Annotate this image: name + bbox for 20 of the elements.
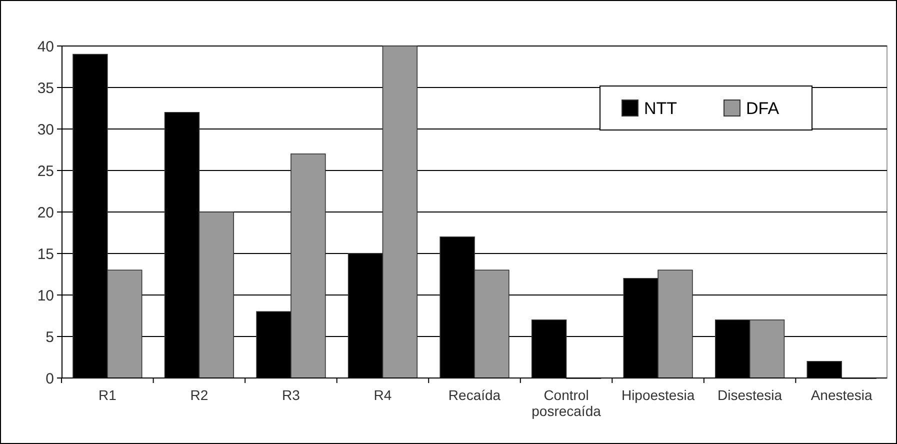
legend-label: DFA (746, 98, 780, 118)
x-tick-label: Control posrecaída (532, 387, 602, 419)
x-tick-label: Hipoestesia (621, 387, 695, 403)
y-tick-label: 20 (37, 204, 54, 222)
legend-label: NTT (644, 98, 678, 118)
x-tick-label: Recaída (448, 387, 501, 403)
y-tick-label: 15 (37, 246, 54, 263)
y-tick-label: 10 (37, 287, 54, 304)
y-tick-label: 40 (37, 38, 54, 56)
y-tick-label: 35 (37, 80, 54, 97)
y-tick-label: 30 (37, 121, 54, 138)
x-tick-label: Disestesia (718, 387, 782, 403)
y-tick-label: 0 (46, 370, 54, 388)
x-tick-label: R3 (282, 387, 300, 403)
x-tick-label: Anestesia (810, 387, 873, 403)
x-tick-label: R1 (98, 387, 117, 403)
x-tick-label: R4 (374, 387, 392, 403)
y-tick-label: 5 (46, 328, 54, 346)
y-tick-label: 25 (37, 162, 54, 180)
x-tick-label: R2 (190, 387, 208, 403)
